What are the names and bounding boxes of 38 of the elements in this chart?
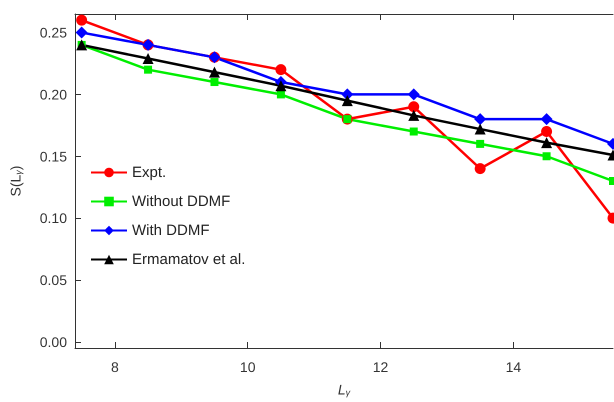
y-tick-label: 0.20 bbox=[40, 86, 68, 102]
point bbox=[76, 26, 88, 39]
legend-label: Ermamatov et al. bbox=[132, 251, 246, 268]
point bbox=[408, 110, 420, 121]
legend-label: Without DDMF bbox=[132, 193, 230, 210]
point bbox=[474, 113, 486, 126]
point bbox=[541, 137, 552, 148]
x-tick-label: 12 bbox=[372, 359, 389, 375]
point bbox=[408, 101, 420, 112]
x-axis-title: Lγ bbox=[338, 382, 351, 398]
point bbox=[474, 163, 486, 174]
x-tick-label: 10 bbox=[240, 359, 256, 375]
point bbox=[276, 90, 285, 98]
point bbox=[210, 78, 218, 86]
y-tick-label: 0.15 bbox=[40, 148, 68, 164]
point bbox=[474, 124, 486, 135]
point bbox=[410, 128, 418, 136]
point bbox=[208, 66, 220, 78]
y-axis-title: S(Lγ) bbox=[8, 166, 24, 196]
point bbox=[275, 80, 286, 92]
y-tick-label: 0.25 bbox=[40, 24, 68, 41]
point bbox=[542, 152, 551, 160]
point bbox=[476, 140, 484, 148]
point bbox=[540, 113, 553, 126]
point bbox=[275, 64, 286, 76]
point bbox=[142, 53, 154, 64]
y-tick-label: 0.05 bbox=[40, 272, 68, 288]
x-tick-label: 8 bbox=[110, 359, 119, 375]
point bbox=[541, 126, 552, 138]
point bbox=[144, 66, 152, 74]
x-tick-label: 14 bbox=[506, 359, 522, 375]
point bbox=[342, 95, 353, 106]
point bbox=[76, 14, 88, 26]
y-tick-label: 0.00 bbox=[40, 334, 68, 350]
legend-label: With DDMF bbox=[132, 222, 210, 239]
y-tick-label: 0.10 bbox=[40, 210, 68, 226]
point bbox=[408, 88, 420, 100]
legend-label: Expt. bbox=[132, 164, 166, 181]
